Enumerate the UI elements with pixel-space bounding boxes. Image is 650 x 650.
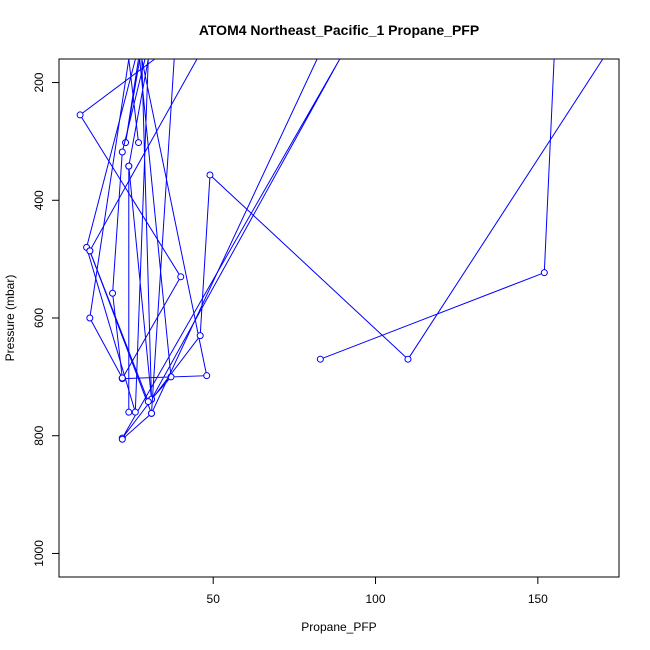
chart-title: ATOM4 Northeast_Pacific_1 Propane_PFP [199,22,479,38]
data-point [316,355,324,363]
y-tick-label: 1000 [32,540,46,567]
y-tick-label: 200 [32,72,46,92]
series-6 [128,59,143,147]
x-axis: 50 100 150 [207,577,548,606]
x-tick-label: 150 [528,592,548,606]
y-tick-label: 600 [32,308,46,328]
series-layer [76,59,604,443]
x-tick-label: 50 [207,592,221,606]
series-9 [125,162,133,416]
data-point [118,374,126,382]
data-point [144,398,152,406]
data-point [131,408,139,416]
series-line [89,59,198,414]
data-point [86,247,94,255]
data-point [86,314,94,322]
x-tick-label: 100 [366,592,386,606]
data-point [135,139,143,147]
data-point [148,409,156,417]
data-point [404,355,412,363]
data-point [177,273,185,281]
series-line [79,59,604,439]
data-point [118,435,126,443]
data-point [203,372,211,380]
series-1 [76,59,604,442]
series-line [128,59,139,143]
series-7 [86,247,152,406]
series-line [112,59,146,379]
series-5 [86,59,130,382]
series-line [121,59,318,440]
y-tick-label: 400 [32,190,46,210]
y-axis-label: Pressure (mbar) [3,275,17,362]
data-point [118,148,126,156]
data-point [125,408,133,416]
data-point [76,111,84,119]
series-line [89,250,149,402]
y-axis: 200 400 600 800 1000 [32,72,59,567]
data-point [206,171,214,179]
data-point [125,162,133,170]
data-point [109,289,117,297]
series-8 [118,59,318,443]
data-point [196,332,204,340]
y-tick-label: 800 [32,425,46,445]
plot-frame [58,58,620,578]
data-point [540,269,548,277]
x-axis-label: Propane_PFP [301,620,376,634]
